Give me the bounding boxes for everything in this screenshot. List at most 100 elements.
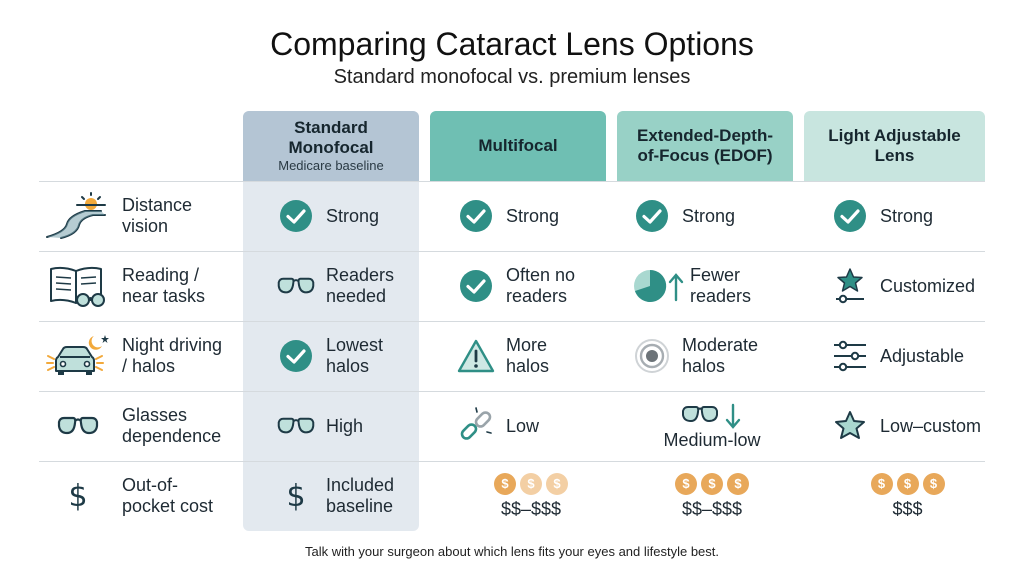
comparison-cell: Customized xyxy=(830,251,985,321)
coin-icon: $ xyxy=(701,472,723,495)
cell-text: $$–$$$ xyxy=(500,498,562,519)
comparison-cell: Strong xyxy=(632,181,792,251)
dollar-icon: $ xyxy=(68,478,88,514)
car-moon-icon xyxy=(44,334,112,378)
coin-icon: $ xyxy=(520,472,542,495)
cell-text: Strong xyxy=(506,205,560,226)
cell-text: Readers needed xyxy=(326,265,395,306)
cost-coins: $ $ $ xyxy=(494,472,568,495)
check-icon xyxy=(276,196,316,236)
row-label: Distance vision xyxy=(44,181,240,251)
cell-text: Strong xyxy=(326,205,380,226)
column-header-edof: Extended-Depth- of-Focus (EDOF) xyxy=(617,111,793,181)
row-label-text: Glasses dependence xyxy=(122,405,222,446)
comparison-cell: $ $ $ $$$ xyxy=(830,461,985,531)
coin-icon: $ xyxy=(727,472,749,495)
pie-arrow-up-icon xyxy=(632,266,684,306)
road-sun-icon xyxy=(44,192,112,239)
comparison-cell: $ Included baseline xyxy=(276,461,416,531)
column-header-standard-monofocal: Standard Monofocal Medicare baseline xyxy=(243,111,419,181)
check-icon xyxy=(276,336,316,376)
column-header-sublabel: Medicare baseline xyxy=(278,158,384,173)
warning-icon xyxy=(456,336,496,376)
column-header-label: Multifocal xyxy=(478,136,558,155)
cell-text: Often no readers xyxy=(506,265,576,306)
coin-icon: $ xyxy=(896,472,919,495)
check-icon xyxy=(456,196,496,236)
cell-text: Customized xyxy=(880,275,976,296)
comparison-cell: Strong xyxy=(456,181,606,251)
comparison-cell: High xyxy=(276,391,416,461)
row-label-text: Night driving / halos xyxy=(122,335,223,376)
coin-icon: $ xyxy=(494,472,516,495)
halo-icon xyxy=(632,336,672,376)
comparison-cell: Medium-low xyxy=(632,391,792,461)
dollar-icon: $ xyxy=(286,478,306,514)
glasses-icon xyxy=(276,266,316,306)
cell-text: Strong xyxy=(682,205,736,226)
comparison-cell: Moderate halos xyxy=(632,321,792,391)
comparison-cell: Adjustable xyxy=(830,321,985,391)
comparison-cell: $ $ $ $$–$$$ xyxy=(456,461,606,531)
row-divider xyxy=(39,391,985,392)
cell-text: Lowest halos xyxy=(326,335,384,376)
glasses-arrow-down-icon xyxy=(680,402,744,430)
star-icon xyxy=(830,406,870,446)
comparison-cell: Low xyxy=(456,391,606,461)
column-header-label: Standard Monofocal xyxy=(288,118,374,157)
row-label: Reading / near tasks xyxy=(44,251,240,321)
glasses-icon xyxy=(276,406,316,446)
check-icon xyxy=(632,196,672,236)
column-header-label: Light Adjustable Lens xyxy=(828,126,961,165)
page-title: Comparing Cataract Lens Options xyxy=(270,26,754,62)
cost-coins: $ $ $ xyxy=(675,472,749,495)
row-divider xyxy=(39,251,985,252)
coin-icon: $ xyxy=(675,472,697,495)
cell-text: $$$ xyxy=(892,498,923,519)
column-header-light-adjustable: Light Adjustable Lens xyxy=(804,111,985,181)
row-divider xyxy=(39,321,985,322)
comparison-cell: Lowest halos xyxy=(276,321,416,391)
row-divider xyxy=(39,181,985,182)
cell-text: Fewer readers xyxy=(690,265,752,306)
row-label-text: Out-of- pocket cost xyxy=(122,475,214,516)
cell-text: Included baseline xyxy=(326,475,395,516)
coin-icon: $ xyxy=(870,472,893,495)
book-glasses-icon xyxy=(44,264,112,308)
comparison-cell: Strong xyxy=(830,181,985,251)
comparison-cell: $ $ $ $$–$$$ xyxy=(632,461,792,531)
comparison-cell: Strong xyxy=(276,181,416,251)
row-divider xyxy=(39,461,985,462)
cell-text: Medium-low xyxy=(663,429,761,450)
comparison-cell: More halos xyxy=(456,321,606,391)
row-label-text: Reading / near tasks xyxy=(122,265,206,306)
row-label-text: Distance vision xyxy=(122,195,193,236)
column-header-label: Extended-Depth- of-Focus (EDOF) xyxy=(637,126,773,165)
cell-text: High xyxy=(326,415,364,436)
cell-text: Adjustable xyxy=(880,345,965,366)
cost-coins: $ $ $ xyxy=(870,472,945,495)
row-label: $ Out-of- pocket cost xyxy=(44,461,240,531)
cell-text: More halos xyxy=(506,335,550,376)
column-header-multifocal: Multifocal xyxy=(430,111,606,181)
cell-text: Moderate halos xyxy=(682,335,759,376)
coin-icon: $ xyxy=(546,472,568,495)
cell-text: Low xyxy=(506,415,540,436)
glasses-icon xyxy=(44,404,112,448)
row-label: Glasses dependence xyxy=(44,391,240,461)
footer-note: Talk with your surgeon about which lens … xyxy=(304,544,720,559)
row-label: Night driving / halos xyxy=(44,321,240,391)
broken-link-icon xyxy=(456,406,496,446)
star-slider-icon xyxy=(830,266,870,306)
page-subtitle: Standard monofocal vs. premium lenses xyxy=(333,66,691,88)
cell-text: $$–$$$ xyxy=(681,498,743,519)
comparison-cell: Often no readers xyxy=(456,251,606,321)
cell-text: Low–custom xyxy=(880,415,982,436)
check-icon xyxy=(456,266,496,306)
comparison-cell: Low–custom xyxy=(830,391,985,461)
check-icon xyxy=(830,196,870,236)
coin-icon: $ xyxy=(922,472,945,495)
comparison-cell: Readers needed xyxy=(276,251,416,321)
comparison-cell: Fewer readers xyxy=(632,251,792,321)
cell-text: Strong xyxy=(880,205,934,226)
